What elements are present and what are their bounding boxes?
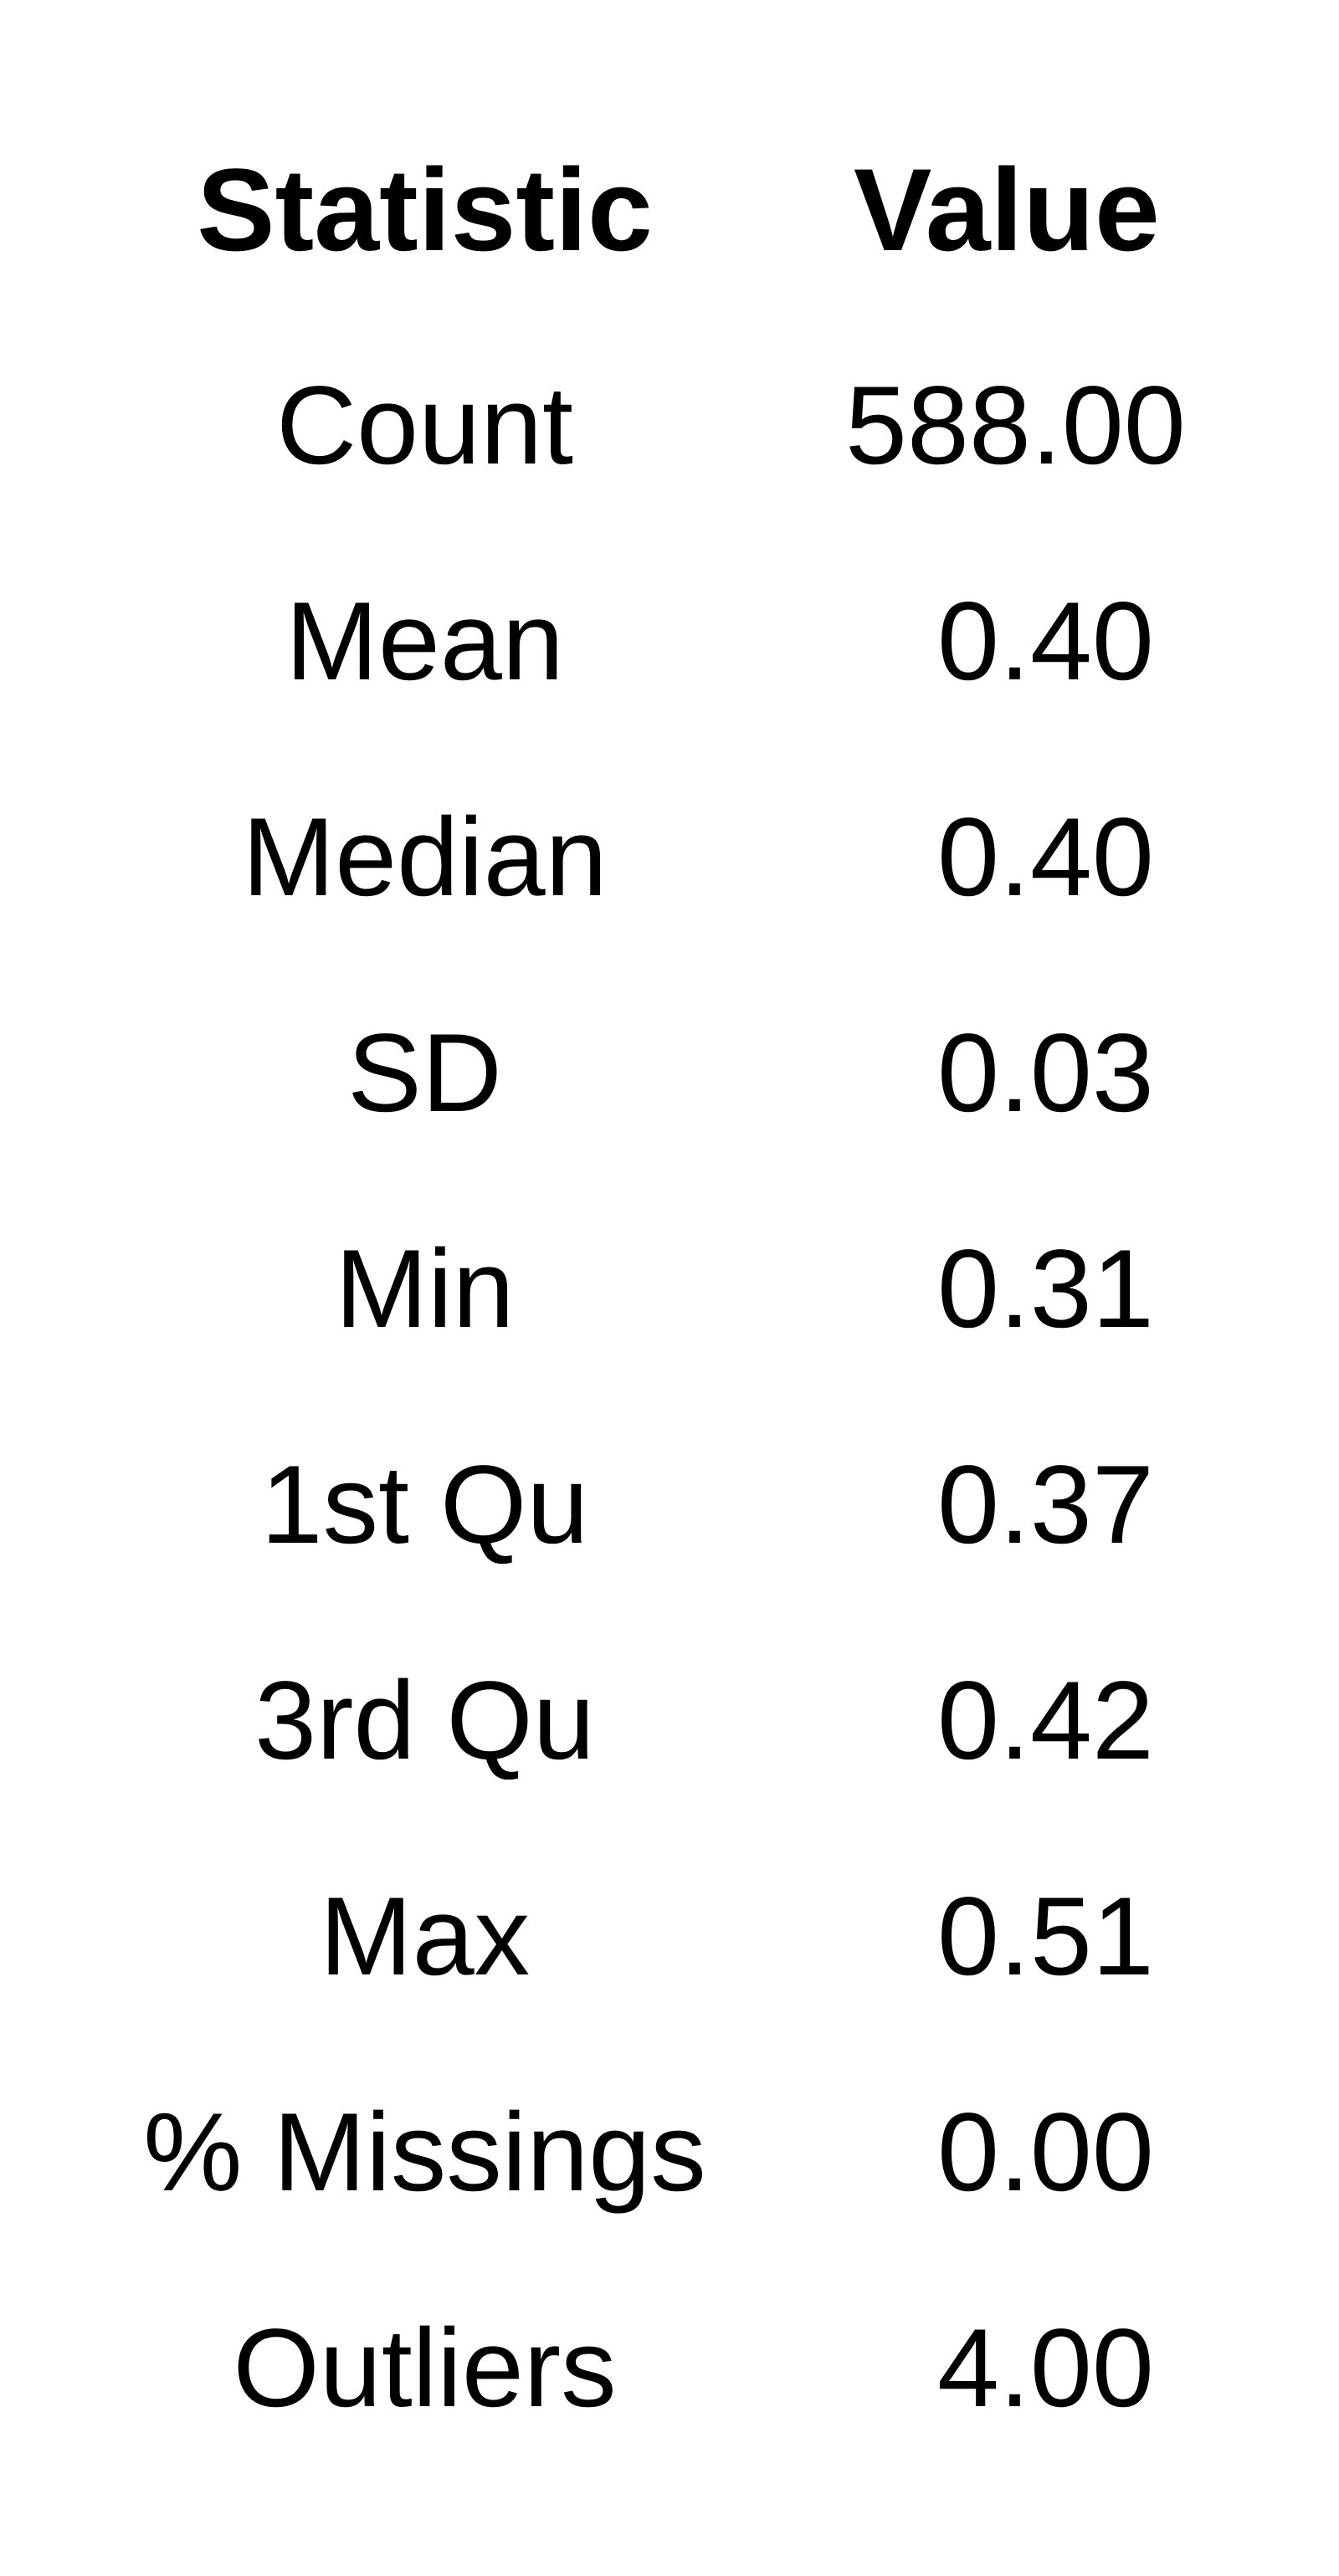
statistic-label: SD [347, 1011, 502, 1135]
table-row: Count 588.00 [0, 318, 1339, 534]
table-row: Mean 0.40 [0, 534, 1339, 750]
statistic-value: 0.40 [937, 580, 1154, 704]
statistic-value: 0.42 [937, 1659, 1154, 1783]
table-row: Outliers 4.00 [0, 2261, 1339, 2476]
table-header-row: Statistic Value [0, 102, 1339, 318]
header-value: Value [854, 144, 1160, 275]
table-row: 1st Qu 0.37 [0, 1397, 1339, 1613]
table-row: SD 0.03 [0, 965, 1339, 1181]
statistic-label: Outliers [233, 2307, 617, 2430]
statistic-value: 0.31 [937, 1227, 1154, 1351]
table-row: Max 0.51 [0, 1829, 1339, 2045]
statistic-value: 4.00 [937, 2307, 1154, 2430]
statistic-label: Min [335, 1227, 515, 1351]
statistic-value: 588.00 [845, 364, 1186, 488]
statistic-value: 0.37 [937, 1443, 1154, 1567]
table-row: Min 0.31 [0, 1181, 1339, 1397]
header-statistic: Statistic [197, 144, 653, 275]
statistic-label: Mean [285, 580, 564, 704]
statistic-label: Median [242, 796, 608, 919]
statistic-value: 0.00 [937, 2091, 1154, 2215]
statistic-value: 0.40 [937, 796, 1154, 919]
statistic-label: Count [276, 364, 573, 488]
statistic-label: Max [319, 1875, 531, 1999]
statistic-label: 3rd Qu [254, 1659, 595, 1783]
statistic-value: 0.51 [937, 1875, 1154, 1999]
statistic-value: 0.03 [937, 1011, 1154, 1135]
statistic-label: % Missings [143, 2091, 706, 2215]
table-row: % Missings 0.00 [0, 2045, 1339, 2261]
table-row: 3rd Qu 0.42 [0, 1613, 1339, 1829]
statistic-label: 1st Qu [260, 1443, 589, 1567]
table-row: Median 0.40 [0, 750, 1339, 965]
